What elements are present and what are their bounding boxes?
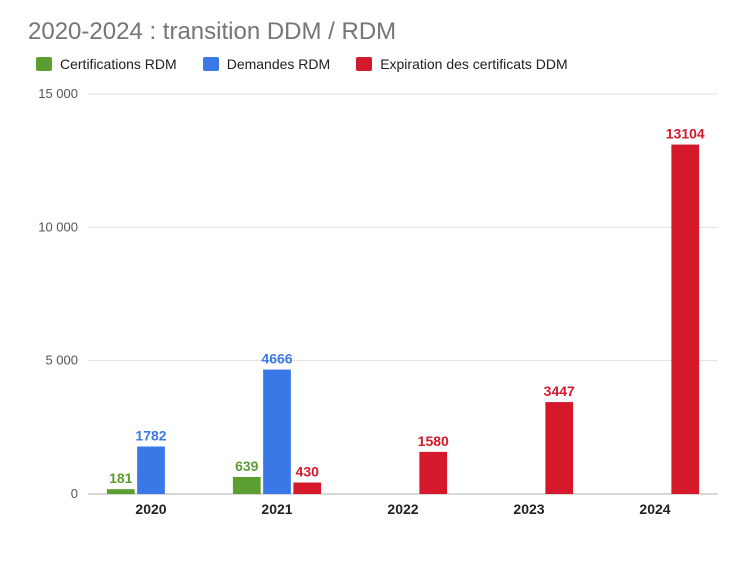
svg-text:10 000: 10 000 <box>38 219 78 234</box>
chart-svg: 0 5 000 10 000 15 000 2020181 1782 2021 639 4666… <box>28 86 726 516</box>
legend-item: Demandes RDM <box>203 56 330 72</box>
bar <box>293 483 321 494</box>
svg-text:0: 0 <box>71 486 78 501</box>
svg-text:1580: 1580 <box>418 433 449 449</box>
svg-text:1782: 1782 <box>135 427 166 443</box>
svg-text:430: 430 <box>296 464 320 480</box>
legend-item: Expiration des certificats DDM <box>356 56 568 72</box>
svg-text:639: 639 <box>235 458 259 474</box>
legend-swatch <box>36 57 52 71</box>
bar <box>137 446 165 494</box>
bar <box>263 370 291 494</box>
legend-label: Demandes RDM <box>227 56 330 72</box>
svg-text:13104: 13104 <box>666 126 705 142</box>
svg-text:2021: 2021 <box>261 501 292 516</box>
svg-text:2024: 2024 <box>639 501 670 516</box>
legend-label: Certifications RDM <box>60 56 177 72</box>
svg-text:4666: 4666 <box>261 351 292 367</box>
svg-text:181: 181 <box>109 470 133 486</box>
bar <box>671 145 699 494</box>
bar <box>419 452 447 494</box>
bar <box>107 489 135 494</box>
svg-text:2020: 2020 <box>135 501 166 516</box>
chart-container: 2020-2024 : transition DDM / RDM Certifi… <box>0 0 754 571</box>
svg-text:2023: 2023 <box>513 501 544 516</box>
legend-label: Expiration des certificats DDM <box>380 56 568 72</box>
legend-item: Certifications RDM <box>36 56 177 72</box>
legend-swatch <box>203 57 219 71</box>
svg-text:5 000: 5 000 <box>45 353 78 368</box>
svg-text:2022: 2022 <box>387 501 418 516</box>
legend: Certifications RDM Demandes RDM Expiration… <box>36 56 726 72</box>
chart-title: 2020-2024 : transition DDM / RDM <box>28 18 726 46</box>
svg-text:15 000: 15 000 <box>38 86 78 101</box>
bar <box>233 477 261 494</box>
bar <box>545 402 573 494</box>
legend-swatch <box>356 57 372 71</box>
plot-area: 0 5 000 10 000 15 000 2020181 1782 2021 639 4666… <box>28 86 726 516</box>
svg-text:3447: 3447 <box>544 383 575 399</box>
